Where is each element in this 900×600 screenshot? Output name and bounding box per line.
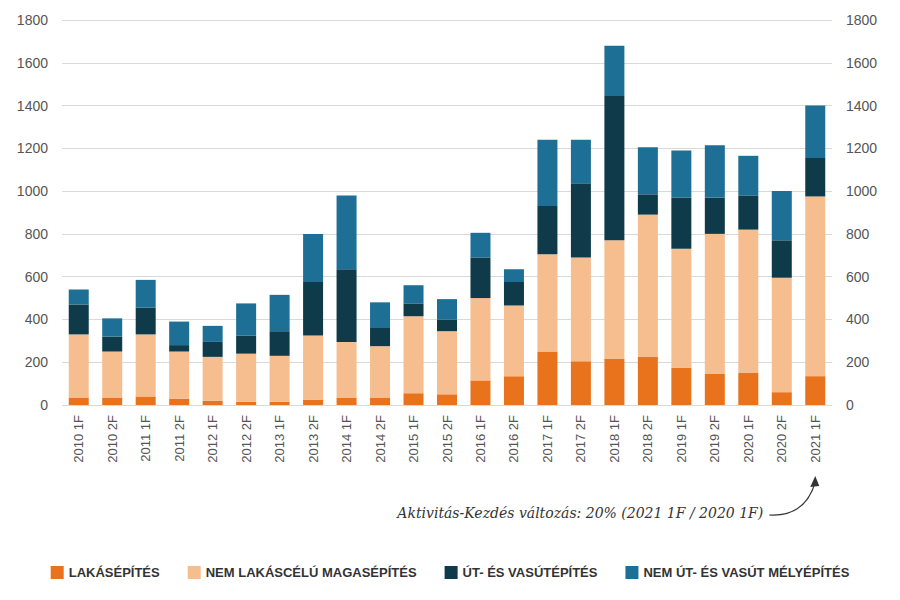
svg-text:Aktivitás-Kezdés változás: 20%: Aktivitás-Kezdés változás: 20% (2021 1F …	[395, 505, 763, 521]
svg-text:1800: 1800	[846, 12, 877, 28]
svg-text:200: 200	[25, 354, 49, 370]
svg-text:2011 2F: 2011 2F	[172, 415, 187, 462]
svg-text:ÚT- ÉS VASÚTÉPÍTÉS: ÚT- ÉS VASÚTÉPÍTÉS	[463, 565, 598, 580]
svg-text:2018 2F: 2018 2F	[640, 415, 655, 463]
svg-text:600: 600	[25, 269, 49, 285]
svg-text:2013 1F: 2013 1F	[272, 415, 287, 463]
svg-text:2019 1F: 2019 1F	[674, 415, 689, 463]
svg-text:2015 1F: 2015 1F	[406, 415, 421, 463]
svg-text:2016 2F: 2016 2F	[506, 415, 521, 463]
svg-text:2012 1F: 2012 1F	[205, 415, 220, 463]
svg-text:2021 1F: 2021 1F	[808, 415, 823, 463]
svg-text:2019 2F: 2019 2F	[707, 415, 722, 463]
svg-text:2014 1F: 2014 1F	[339, 415, 354, 463]
svg-text:0: 0	[40, 397, 48, 413]
svg-text:2017 2F: 2017 2F	[573, 415, 588, 463]
svg-text:2015 2F: 2015 2F	[440, 415, 455, 463]
svg-text:200: 200	[846, 354, 870, 370]
svg-text:1000: 1000	[17, 183, 48, 199]
svg-text:2014 2F: 2014 2F	[373, 415, 388, 463]
svg-text:1200: 1200	[846, 140, 877, 156]
svg-text:2012 2F: 2012 2F	[239, 415, 254, 463]
svg-text:1800: 1800	[17, 12, 48, 28]
svg-text:0: 0	[846, 397, 854, 413]
svg-text:800: 800	[846, 226, 870, 242]
svg-text:1600: 1600	[17, 55, 48, 71]
svg-text:2011 1F: 2011 1F	[138, 415, 153, 462]
svg-text:2020 1F: 2020 1F	[741, 415, 756, 463]
svg-text:1000: 1000	[846, 183, 877, 199]
svg-text:1400: 1400	[846, 98, 877, 114]
svg-text:2017 1F: 2017 1F	[540, 415, 555, 463]
svg-text:2010 2F: 2010 2F	[105, 415, 120, 463]
svg-text:NEM LAKÁSCÉLÚ MAGASÉPÍTÉS: NEM LAKÁSCÉLÚ MAGASÉPÍTÉS	[206, 565, 417, 580]
svg-text:2010 1F: 2010 1F	[71, 415, 86, 463]
svg-text:1600: 1600	[846, 55, 877, 71]
svg-text:2020 2F: 2020 2F	[774, 415, 789, 463]
svg-text:2016 1F: 2016 1F	[473, 415, 488, 463]
svg-text:400: 400	[25, 311, 49, 327]
svg-text:NEM ÚT- ÉS VASÚT MÉLYÉPÍTÉS: NEM ÚT- ÉS VASÚT MÉLYÉPÍTÉS	[643, 565, 849, 580]
svg-text:LAKÁSÉPÍTÉS: LAKÁSÉPÍTÉS	[69, 565, 160, 580]
svg-text:600: 600	[846, 269, 870, 285]
svg-text:400: 400	[846, 311, 870, 327]
svg-text:1200: 1200	[17, 140, 48, 156]
svg-text:800: 800	[25, 226, 49, 242]
svg-text:1400: 1400	[17, 98, 48, 114]
svg-text:2018 1F: 2018 1F	[607, 415, 622, 463]
svg-text:2013 2F: 2013 2F	[306, 415, 321, 463]
